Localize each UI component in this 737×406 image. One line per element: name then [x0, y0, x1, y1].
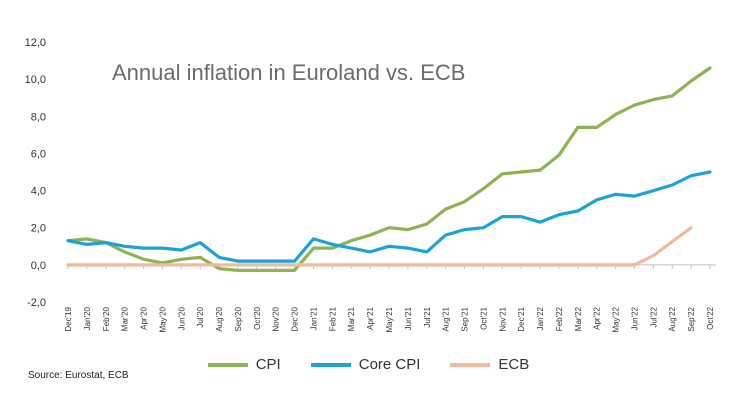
legend-swatch-ecb	[450, 362, 491, 367]
x-tick-label: Jan'21	[309, 306, 318, 330]
legend-label-ecb: ECB	[498, 356, 530, 373]
legend-swatch-core-cpi	[310, 362, 351, 367]
y-tick-label: 0,0	[31, 260, 46, 272]
series-line-cpi	[66, 66, 712, 272]
x-tick-label: Oct'21	[479, 306, 488, 329]
x-tick-label: Oct'20	[253, 306, 262, 329]
x-tick-label: Jul'20	[196, 306, 205, 327]
x-tick-label: Apr'21	[366, 306, 375, 329]
x-tick-label: Jul'22	[649, 306, 658, 327]
legend-item-cpi: CPI	[207, 356, 281, 373]
x-tick-label: May'22	[612, 306, 621, 332]
x-tick-label: Dec'21	[517, 306, 526, 331]
y-tick-label: 12,0	[25, 37, 46, 49]
legend-swatch-cpi	[207, 362, 248, 367]
x-tick-label: Mar'20	[121, 306, 130, 331]
x-tick-label: Jan'20	[83, 306, 92, 330]
x-tick-label: Jun'20	[177, 306, 186, 330]
x-tick-label: Apr'20	[140, 306, 149, 329]
x-tick-label: Oct'22	[706, 306, 715, 329]
chart-title: Annual inflation in Euroland vs. ECB	[112, 60, 466, 85]
x-tick-label: Mar'21	[347, 306, 356, 331]
y-tick-label: 4,0	[31, 186, 46, 198]
x-tick-label: Dec'19	[64, 306, 73, 331]
series-line-core-cpi	[66, 170, 712, 263]
legend-label-cpi: CPI	[255, 356, 281, 373]
x-tick-label: Aug'20	[215, 306, 224, 331]
legend-item-core-cpi: Core CPI	[310, 356, 421, 373]
x-tick-label: Jul'21	[423, 306, 432, 327]
x-tick-label: Mar'22	[574, 306, 583, 331]
legend-item-ecb: ECB	[450, 356, 529, 373]
x-tick-label: Feb'21	[328, 306, 337, 331]
x-tick-label: Feb'22	[555, 306, 564, 331]
x-tick-label: Dec'20	[291, 306, 300, 331]
y-tick-label: 10,0	[25, 74, 46, 86]
y-tick-label: 2,0	[31, 223, 46, 235]
x-tick-label: Aug'22	[668, 306, 677, 331]
x-tick-label: Sep'22	[687, 306, 696, 331]
x-tick-label: May'21	[385, 306, 394, 332]
x-tick-label: Jun'21	[404, 306, 413, 330]
y-tick-label: 8,0	[31, 111, 46, 123]
x-tick-label: Nov'21	[498, 306, 507, 331]
x-tick-label: Feb'20	[102, 306, 111, 331]
x-tick-label: Aug'21	[442, 306, 451, 331]
x-tick-label: Nov'20	[272, 306, 281, 331]
y-tick-label: 6,0	[31, 148, 46, 160]
x-tick-label: Sep'20	[234, 306, 243, 331]
legend-label-core-cpi: Core CPI	[358, 356, 421, 373]
y-tick-label: -2,0	[27, 297, 46, 309]
x-tick-label: Jan'22	[536, 306, 545, 330]
x-tick-label: Sep'21	[461, 306, 470, 331]
legend: CPI Core CPI ECB	[0, 356, 737, 373]
source-note: Source: Eurostat, ECB	[28, 370, 129, 381]
x-tick-label: Apr'22	[593, 306, 602, 329]
x-tick-label: Jun'22	[630, 306, 639, 330]
x-tick-label: May'20	[158, 306, 167, 332]
series-line-ecb	[66, 226, 693, 267]
